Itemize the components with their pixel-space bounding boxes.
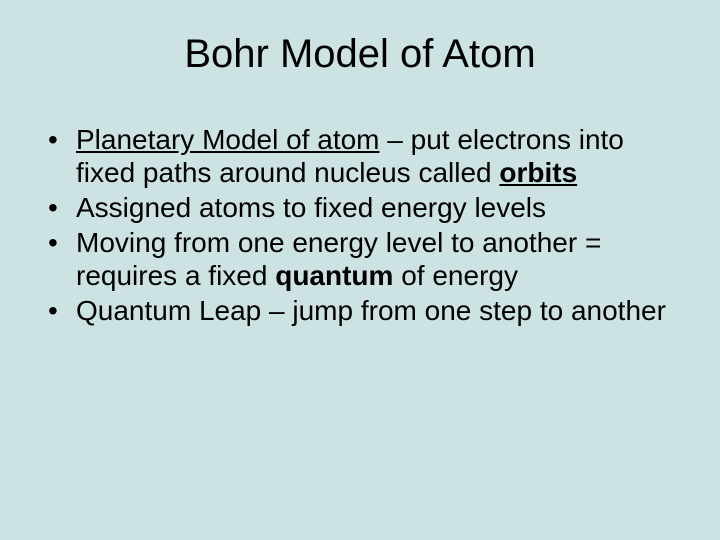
bullet-list: Planetary Model of atom – put electrons … — [42, 123, 682, 327]
text-run: orbits — [499, 157, 577, 188]
text-run: quantum — [275, 260, 393, 291]
bullet-item: Planetary Model of atom – put electrons … — [42, 123, 682, 189]
bullet-item: Moving from one energy level to another … — [42, 226, 682, 292]
text-run: Assigned atoms to fixed energy levels — [76, 192, 546, 223]
text-run: Quantum Leap – jump from one step to ano… — [76, 295, 666, 326]
slide-content: Planetary Model of atom – put electrons … — [28, 123, 692, 327]
slide-title: Bohr Model of Atom — [28, 32, 692, 77]
text-run: of energy — [393, 260, 518, 291]
bullet-item: Quantum Leap – jump from one step to ano… — [42, 294, 682, 327]
bullet-item: Assigned atoms to fixed energy levels — [42, 191, 682, 224]
text-run: Planetary Model of atom — [76, 124, 380, 155]
